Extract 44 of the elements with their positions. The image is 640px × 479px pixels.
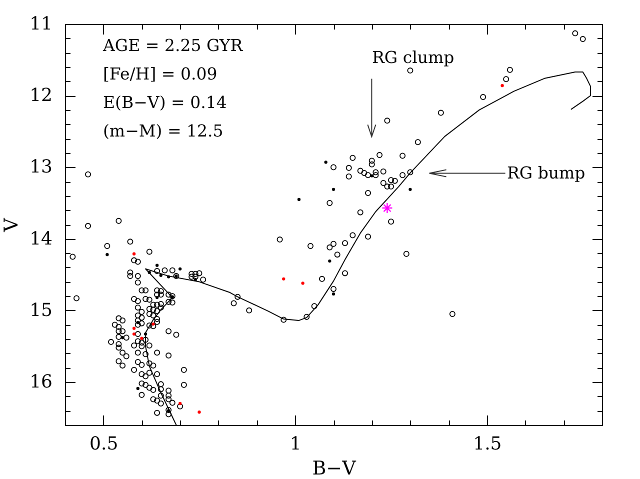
- point: [382, 202, 393, 214]
- point: [370, 174, 374, 178]
- point: [136, 386, 140, 390]
- point: [332, 188, 336, 191]
- point: [132, 332, 136, 336]
- point: [178, 267, 182, 270]
- x-tick-label: 1.5: [473, 434, 502, 454]
- point: [106, 252, 109, 256]
- annotation: RG clump: [372, 48, 454, 67]
- point: [408, 188, 412, 191]
- point: [297, 198, 301, 202]
- point: [132, 326, 136, 330]
- point: [282, 277, 286, 280]
- x-tick-label: 1: [290, 434, 302, 454]
- point: [152, 322, 155, 326]
- annotation: AGE = 2.25 GYR: [102, 36, 244, 55]
- point: [155, 264, 159, 267]
- annotation: E(B−V) = 0.14: [103, 93, 227, 112]
- point: [120, 336, 124, 340]
- point: [324, 160, 328, 164]
- point: [155, 296, 159, 300]
- point: [178, 402, 182, 406]
- point: [500, 84, 504, 88]
- point: [136, 321, 140, 324]
- y-tick-label: 13: [30, 156, 52, 178]
- annotation: [Fe/H] = 0.09: [103, 64, 218, 84]
- x-axis-title: B−V: [312, 458, 356, 479]
- y-tick-label: 14: [30, 228, 52, 250]
- point: [132, 252, 136, 256]
- x-tick-label: 0.5: [90, 434, 118, 454]
- y-tick-label: 11: [30, 14, 52, 34]
- y-tick-label: 16: [30, 372, 52, 393]
- point: [140, 336, 144, 340]
- point: [198, 410, 201, 414]
- y-axis-title: V: [0, 218, 23, 233]
- point: [159, 274, 162, 277]
- point: [328, 259, 332, 263]
- point: [332, 292, 336, 296]
- annotation: RG bump: [507, 163, 586, 182]
- y-tick-label: 12: [30, 85, 52, 106]
- point: [301, 282, 304, 285]
- point: [194, 278, 197, 282]
- y-tick-label: 15: [30, 300, 52, 321]
- annotation: (m−M) = 12.5: [103, 122, 224, 140]
